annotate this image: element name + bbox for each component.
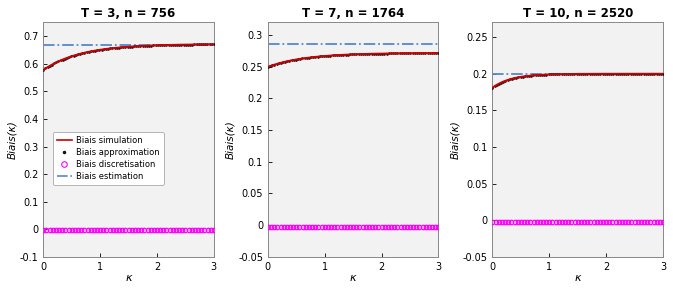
Biais approximation	[605, 72, 613, 75]
Biais discretisation	[264, 225, 272, 229]
X-axis label: κ: κ	[575, 273, 581, 283]
Y-axis label: Biais(κ): Biais(κ)	[225, 120, 236, 159]
Biais discretisation	[71, 228, 79, 232]
Biais simulation	[141, 44, 149, 48]
Biais simulation	[356, 52, 364, 56]
Line: Biais discretisation: Biais discretisation	[266, 225, 441, 229]
Biais simulation	[346, 53, 354, 56]
Biais simulation	[655, 72, 663, 75]
Biais approximation	[639, 72, 647, 75]
Biais approximation	[434, 51, 442, 55]
Biais discretisation	[434, 225, 442, 229]
Biais discretisation	[39, 228, 47, 232]
Biais simulation	[489, 86, 497, 89]
Biais discretisation	[530, 221, 538, 224]
Biais simulation	[659, 72, 667, 75]
Biais approximation	[374, 52, 382, 55]
Biais simulation	[210, 43, 218, 46]
Biais simulation	[404, 52, 412, 55]
Biais approximation	[415, 51, 423, 55]
X-axis label: κ: κ	[125, 273, 132, 283]
Biais approximation	[149, 44, 157, 47]
Title: T = 10, n = 2520: T = 10, n = 2520	[522, 7, 633, 20]
Biais simulation	[206, 43, 214, 46]
Biais discretisation	[283, 225, 291, 229]
Biais approximation	[115, 46, 123, 49]
Biais discretisation	[656, 221, 664, 224]
Biais simulation	[365, 52, 374, 56]
Biais simulation	[434, 51, 442, 55]
Line: Biais approximation: Biais approximation	[42, 43, 215, 71]
Legend: Biais simulation, Biais approximation, Biais discretisation, Biais estimation: Biais simulation, Biais approximation, B…	[52, 132, 164, 185]
Biais estimation	[545, 72, 553, 75]
Biais discretisation	[80, 228, 88, 232]
Biais discretisation	[520, 221, 528, 224]
Biais simulation	[131, 45, 139, 48]
Biais simulation	[121, 45, 129, 49]
Y-axis label: Biais(κ): Biais(κ)	[7, 120, 17, 159]
Biais approximation	[590, 72, 598, 76]
Biais simulation	[569, 72, 577, 76]
Biais discretisation	[210, 228, 218, 232]
Biais approximation	[489, 86, 497, 89]
Line: Biais simulation: Biais simulation	[493, 74, 663, 88]
Biais simulation	[430, 51, 438, 55]
Line: Biais simulation: Biais simulation	[268, 53, 438, 67]
Y-axis label: Biais(κ): Biais(κ)	[450, 120, 460, 159]
Biais discretisation	[489, 221, 497, 224]
Biais approximation	[190, 43, 199, 46]
Biais approximation	[39, 68, 47, 72]
Biais discretisation	[102, 228, 110, 232]
Biais simulation	[120, 45, 129, 49]
Biais approximation	[156, 44, 164, 47]
Biais approximation	[210, 43, 218, 46]
Biais simulation	[628, 72, 636, 75]
Biais simulation	[39, 68, 47, 72]
Title: T = 3, n = 756: T = 3, n = 756	[81, 7, 176, 20]
Biais discretisation	[431, 225, 439, 229]
Biais approximation	[380, 52, 388, 55]
Biais discretisation	[640, 221, 648, 224]
Biais simulation	[345, 53, 353, 56]
Biais discretisation	[295, 225, 304, 229]
Line: Biais simulation: Biais simulation	[43, 44, 214, 70]
Biais approximation	[339, 53, 347, 57]
Biais simulation	[179, 43, 187, 46]
Biais estimation	[489, 72, 497, 75]
Line: Biais discretisation: Biais discretisation	[41, 228, 216, 232]
Line: Biais approximation: Biais approximation	[267, 52, 439, 68]
Biais discretisation	[552, 221, 560, 224]
Biais approximation	[367, 52, 376, 56]
Biais discretisation	[59, 228, 67, 232]
Biais approximation	[143, 44, 151, 48]
Biais discretisation	[191, 228, 199, 232]
Biais approximation	[264, 65, 272, 68]
Line: Biais discretisation: Biais discretisation	[490, 220, 665, 225]
Biais simulation	[264, 65, 272, 68]
Biais estimation	[39, 44, 47, 47]
Biais simulation	[590, 72, 598, 76]
Biais discretisation	[507, 221, 516, 224]
Biais discretisation	[327, 225, 335, 229]
Biais simulation	[581, 72, 589, 76]
Biais approximation	[598, 72, 606, 75]
X-axis label: κ: κ	[350, 273, 357, 283]
Biais discretisation	[659, 221, 667, 224]
Biais approximation	[659, 72, 667, 75]
Biais simulation	[571, 72, 579, 76]
Biais discretisation	[415, 225, 423, 229]
Biais discretisation	[207, 228, 215, 232]
Biais approximation	[592, 72, 600, 76]
Biais estimation	[96, 44, 104, 47]
Title: T = 7, n = 1764: T = 7, n = 1764	[302, 7, 404, 20]
Biais approximation	[141, 44, 149, 48]
Biais estimation	[264, 42, 272, 46]
Biais estimation	[321, 42, 329, 46]
Biais approximation	[564, 72, 572, 76]
Biais discretisation	[305, 225, 313, 229]
Line: Biais approximation: Biais approximation	[491, 72, 664, 89]
Biais approximation	[365, 52, 374, 56]
